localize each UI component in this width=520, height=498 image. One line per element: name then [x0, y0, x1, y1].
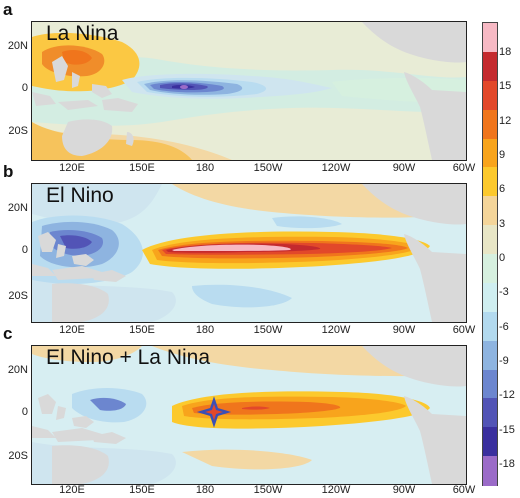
colorbar-tick-label: -3 — [499, 286, 509, 299]
x-label: 90W — [392, 324, 416, 336]
colorbar-segment — [483, 23, 497, 53]
colorbar-tick-label: 9 — [499, 149, 506, 161]
x-label: 90W — [392, 162, 416, 174]
y-label: 0 — [21, 406, 28, 418]
panel-a: a La Nina — [0, 0, 470, 165]
panel-letter: a — [3, 0, 13, 19]
map-a — [31, 21, 467, 161]
panel-letter: b — [3, 162, 14, 181]
colorbar-segment — [483, 398, 497, 428]
colorbar-tick-label: -6 — [499, 320, 509, 333]
colorbar-segment — [483, 254, 497, 284]
x-label: 150E — [129, 324, 155, 336]
colorbar-segment — [483, 340, 497, 370]
colorbar-tick-label: -18 — [499, 458, 515, 470]
x-label: 120W — [321, 324, 351, 336]
y-label: 0 — [21, 82, 28, 94]
x-label: 180 — [195, 484, 215, 496]
y-label: 20S — [8, 125, 28, 137]
map-b-svg — [32, 184, 466, 322]
x-label: 60W — [452, 162, 476, 174]
colorbar-segment — [483, 196, 497, 226]
panel-letter: c — [3, 324, 13, 343]
colorbar-tick-label: 18 — [499, 46, 512, 58]
x-label: 90W — [392, 484, 416, 496]
x-label: 120E — [59, 324, 85, 336]
star-marker-icon — [196, 396, 232, 428]
map-a-svg — [32, 22, 466, 160]
panel-c: c El Nino + La Nina — [0, 324, 470, 489]
x-label: 60W — [452, 484, 476, 496]
x-label: 120E — [59, 162, 85, 174]
panel-title: El Nino + La Nina — [46, 346, 211, 369]
colorbar-segment — [483, 311, 497, 342]
colorbar-segment — [483, 51, 497, 82]
y-label: 20S — [8, 290, 28, 302]
y-label: 20N — [7, 202, 28, 214]
x-label: 150W — [253, 324, 283, 336]
x-label: 120W — [321, 162, 351, 174]
panel-b: b El Nino — [0, 162, 470, 327]
map-c — [31, 345, 467, 485]
colorbar-segment — [483, 138, 497, 168]
colorbar-segment — [483, 167, 497, 197]
y-label: 20N — [7, 40, 28, 52]
colorbar-tick-label: 0 — [499, 252, 506, 264]
panel-title: La Nina — [46, 22, 119, 45]
colorbar-tick-label: -15 — [499, 423, 515, 436]
x-label: 120E — [59, 484, 85, 496]
x-label: 120W — [321, 484, 351, 496]
colorbar-tick-label: 6 — [499, 183, 506, 196]
colorbar-segment — [483, 225, 497, 255]
map-c-svg — [32, 346, 466, 484]
x-label: 150W — [253, 484, 283, 496]
y-label: 20S — [8, 450, 28, 462]
y-label: 0 — [21, 244, 28, 256]
x-label: 150W — [253, 162, 283, 174]
colorbar-segment — [483, 427, 497, 457]
x-label: 180 — [195, 162, 215, 174]
colorbar-segment — [483, 80, 497, 111]
x-label: 150E — [129, 484, 155, 496]
colorbar-segment — [483, 369, 497, 399]
colorbar-segment — [483, 109, 497, 139]
panel-title: El Nino — [46, 184, 114, 207]
colorbar-segment — [483, 282, 497, 313]
colorbar-tick-label: -9 — [499, 355, 509, 367]
colorbar-segment — [483, 456, 497, 486]
x-label: 180 — [195, 324, 215, 336]
x-label: 60W — [452, 324, 476, 336]
colorbar-tick-label: 12 — [499, 114, 512, 127]
colorbar-tick-label: -12 — [499, 389, 515, 402]
colorbar-tick-label: 3 — [499, 217, 506, 230]
x-label: 150E — [129, 162, 155, 174]
map-b — [31, 183, 467, 323]
colorbar — [482, 22, 498, 486]
colorbar-tick-label: 15 — [499, 80, 512, 93]
y-label: 20N — [7, 364, 28, 376]
